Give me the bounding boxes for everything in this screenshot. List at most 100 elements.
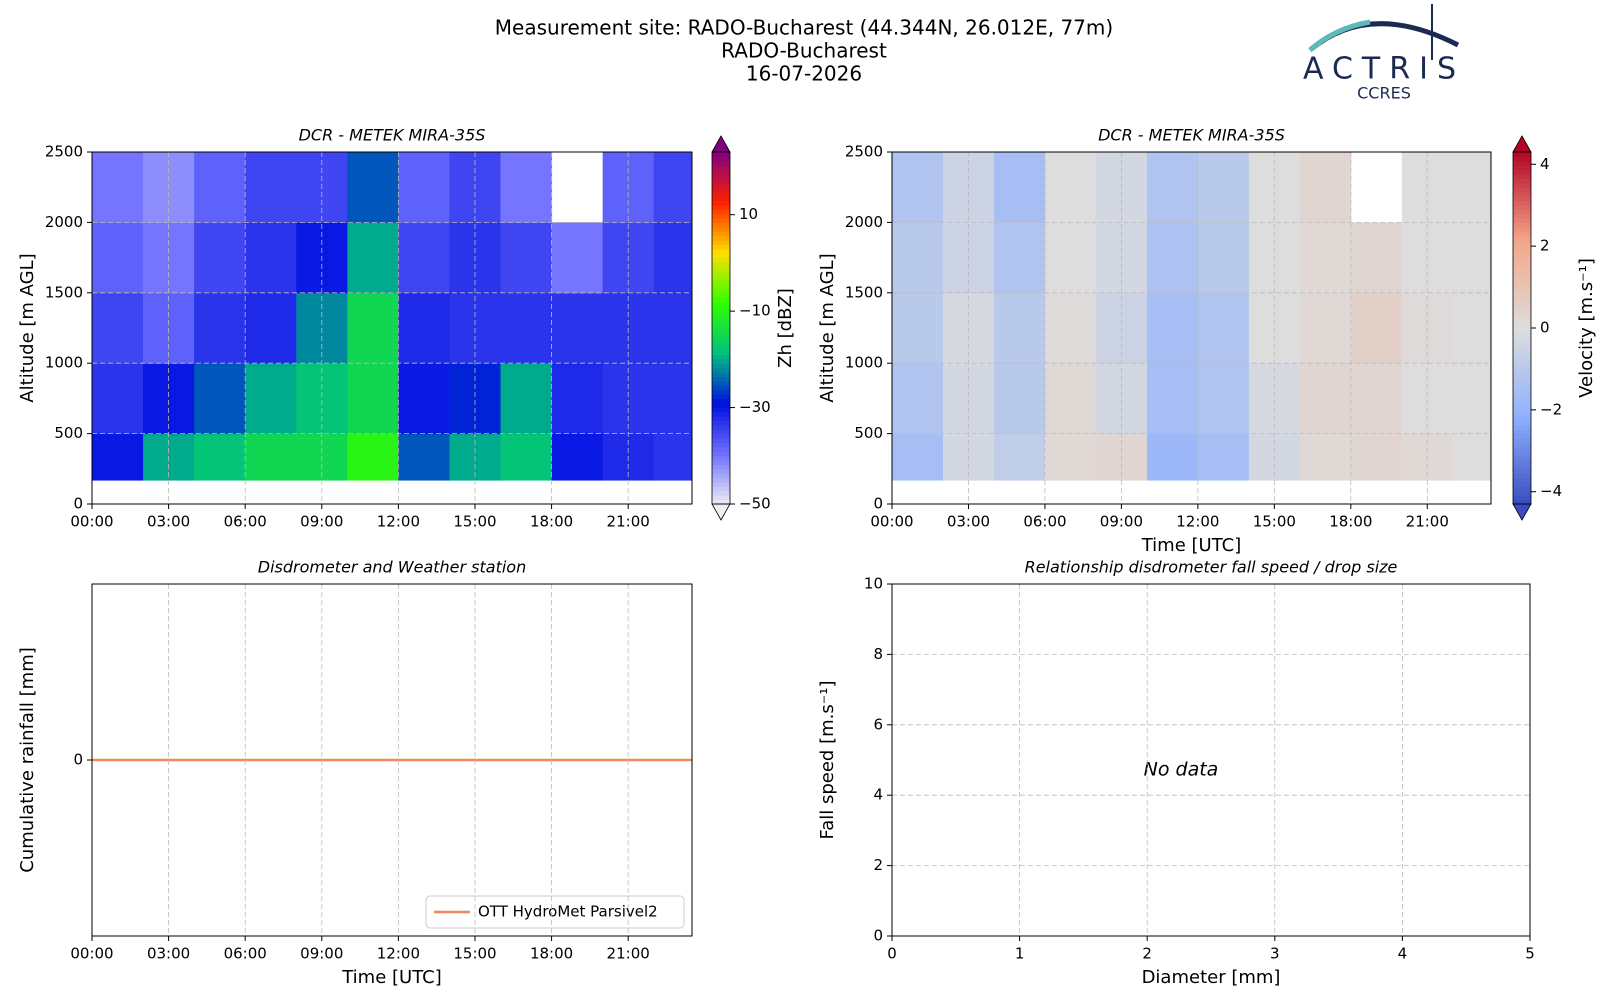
heatmap-cell: [245, 152, 297, 223]
heatmap-cell: [1248, 363, 1301, 435]
heatmap-cell: [653, 363, 693, 435]
heatmap-cell: [500, 292, 553, 364]
colorbar-segment: [712, 350, 730, 355]
colorbar-segment: [712, 367, 730, 373]
colorbar-segment: [712, 314, 730, 320]
colorbar-segment: [712, 433, 730, 439]
colorbar-segment: [712, 292, 730, 298]
colorbar-segment: [712, 196, 730, 201]
y-tick-label: 2000: [845, 213, 883, 231]
colorbar-segment: [1513, 218, 1531, 223]
heatmap-cell: [551, 433, 604, 481]
colorbar-segment: [1513, 367, 1531, 373]
colorbar-arrow: [711, 135, 731, 153]
colorbar-segment: [1513, 160, 1531, 166]
colorbar-segment: [1513, 394, 1531, 399]
y-axis-label: Fall speed [m.s⁻¹]: [817, 681, 838, 840]
colorbar-segment: [712, 499, 730, 505]
colorbar-segment: [1513, 270, 1531, 276]
y-tick-label: 8: [873, 645, 883, 663]
x-tick-label: 21:00: [607, 945, 650, 963]
panel-title: Relationship disdrometer fall speed / dr…: [1025, 558, 1398, 577]
x-tick-label: 03:00: [147, 513, 190, 531]
colorbar-segment: [712, 169, 730, 175]
colorbar-segment: [1513, 336, 1531, 342]
colorbar-segment: [712, 429, 730, 435]
colorbar-segment: [712, 486, 730, 492]
colorbar-segment: [1513, 231, 1531, 237]
heatmap-cell: [1299, 292, 1352, 364]
colorbar-segment: [712, 270, 730, 276]
heatmap-cell: [347, 292, 399, 364]
colorbar-tick-label: −4: [1540, 482, 1562, 500]
heatmap-cell: [1350, 433, 1403, 481]
colorbar-segment: [712, 174, 730, 179]
colorbar-segment: [1513, 213, 1531, 219]
heatmap-cell: [347, 152, 399, 223]
x-tick-label: 00:00: [70, 513, 113, 531]
colorbar-segment: [1513, 266, 1531, 272]
y-tick-label: 0: [73, 495, 83, 513]
heatmap-cell: [398, 433, 450, 481]
colorbar-segment: [1513, 490, 1531, 496]
colorbar-label: Zh [dBZ]: [775, 288, 796, 368]
legend-label: OTT HydroMet Parsivel2: [478, 903, 658, 921]
legend-box: [425, 895, 685, 929]
colorbar-segment: [1513, 380, 1531, 386]
colorbar-segment: [1513, 429, 1531, 435]
colorbar-segment: [1513, 411, 1531, 417]
heatmap-cell: [500, 222, 553, 294]
colorbar-tick-label: −50: [739, 495, 771, 513]
logo-arc: [1308, 19, 1371, 52]
header-line: 16-07-2026: [746, 62, 862, 86]
colorbar-segment: [1513, 165, 1531, 171]
heatmap-cell: [398, 222, 450, 294]
y-tick-label: 0: [73, 751, 83, 769]
colorbar-segment: [712, 420, 730, 426]
colorbar-segment: [1513, 341, 1531, 347]
colorbar-segment: [712, 182, 730, 188]
colorbar-segment: [712, 328, 730, 333]
heatmap-cell: [892, 433, 944, 481]
colorbar-segment: [712, 332, 730, 338]
colorbar-segment: [712, 257, 730, 263]
colorbar-segment: [712, 262, 730, 267]
x-tick-label: 18:00: [530, 513, 573, 531]
colorbar-segment: [1513, 486, 1531, 492]
heatmap-cell: [1146, 433, 1199, 481]
colorbar-segment: [1513, 187, 1531, 193]
colorbar-segment: [1513, 464, 1531, 470]
x-tick-label: 18:00: [530, 945, 573, 963]
colorbar-segment: [712, 416, 730, 421]
colorbar-segment: [1513, 306, 1531, 311]
colorbar-segment: [712, 402, 730, 408]
colorbar-segment: [1513, 169, 1531, 175]
plot-frame: [91, 151, 693, 505]
colorbar-arrow: [1512, 135, 1532, 153]
colorbar-segment: [712, 398, 730, 404]
x-tick-label: 00:00: [70, 945, 113, 963]
y-tick-label: 2: [873, 856, 883, 874]
colorbar-segment: [1513, 424, 1531, 430]
colorbar-segment: [712, 490, 730, 496]
colorbar-segment: [1513, 244, 1531, 250]
colorbar-segment: [1513, 482, 1531, 487]
colorbar-segment: [1513, 468, 1531, 474]
colorbar-segment: [712, 248, 730, 254]
colorbar-segment: [712, 323, 730, 329]
colorbar-segment: [712, 380, 730, 386]
heatmap-cell: [194, 363, 246, 435]
colorbar-segment: [712, 165, 730, 171]
colorbar-tick-label: 4: [1540, 155, 1550, 173]
heatmap-cell: [892, 152, 944, 223]
colorbar-segment: [1513, 350, 1531, 355]
y-tick-label: 2500: [45, 143, 83, 161]
colorbar-segment: [1513, 420, 1531, 426]
heatmap-cell: [1299, 222, 1352, 294]
colorbar-segment: [1513, 332, 1531, 338]
heatmap-cell: [1452, 292, 1492, 364]
colorbar-segment: [712, 442, 730, 448]
colorbar-segment: [712, 152, 730, 157]
x-tick-label: 03:00: [947, 513, 990, 531]
